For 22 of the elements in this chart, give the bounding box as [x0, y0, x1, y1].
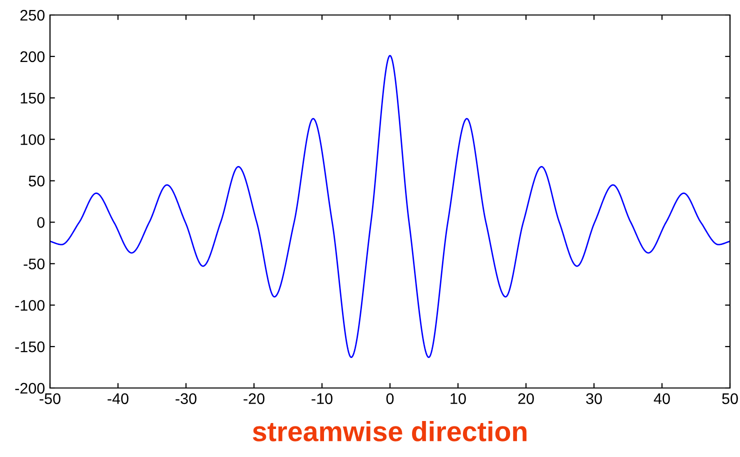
y-tick-label: 0: [37, 217, 45, 228]
y-tick-label: -200: [15, 382, 45, 394]
x-tick-label: 10: [450, 393, 466, 404]
x-tick-label: 20: [518, 393, 534, 404]
y-tick-label: 200: [20, 51, 45, 62]
y-tick-label: -50: [24, 258, 45, 270]
x-axis-title: streamwise direction: [252, 420, 526, 442]
x-tick-label: -40: [108, 393, 128, 404]
y-tick-label: 150: [20, 92, 45, 104]
y-tick-label: 250: [20, 10, 45, 21]
x-tick-label: -30: [176, 393, 196, 404]
x-tick-label: -20: [244, 393, 264, 404]
y-tick-label: 100: [20, 134, 45, 146]
y-tick-label: 50: [28, 176, 45, 186]
x-tick-label: 0: [386, 393, 394, 404]
x-tick-label: 40: [654, 393, 670, 404]
y-tick-label: -100: [15, 300, 45, 311]
x-tick-label: -50: [40, 393, 60, 404]
y-tick-label: -150: [15, 341, 45, 352]
x-tick-label: -10: [312, 393, 332, 404]
x-tick-label: 30: [586, 393, 602, 404]
x-tick-label: 50: [722, 393, 738, 404]
